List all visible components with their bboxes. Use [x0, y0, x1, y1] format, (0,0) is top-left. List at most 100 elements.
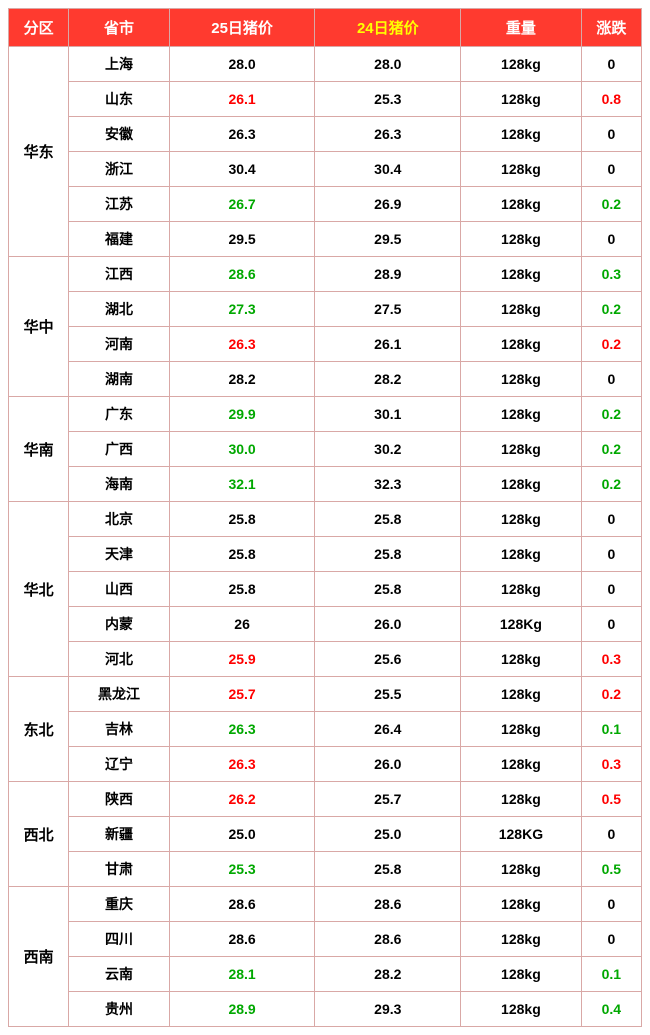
change-cell: 0: [581, 572, 641, 607]
change-cell: 0.2: [581, 187, 641, 222]
table-row: 四川28.628.6128kg0: [9, 922, 642, 957]
change-cell: 0.1: [581, 712, 641, 747]
change-cell: 0.2: [581, 467, 641, 502]
price25-cell: 28.1: [169, 957, 315, 992]
change-cell: 0.3: [581, 257, 641, 292]
change-cell: 0.8: [581, 82, 641, 117]
province-cell: 浙江: [69, 152, 169, 187]
weight-cell: 128kg: [461, 362, 582, 397]
change-cell: 0: [581, 362, 641, 397]
price25-cell: 25.7: [169, 677, 315, 712]
price24-cell: 32.3: [315, 467, 461, 502]
price24-cell: 26.3: [315, 117, 461, 152]
change-cell: 0: [581, 47, 641, 82]
price25-cell: 27.3: [169, 292, 315, 327]
weight-cell: 128kg: [461, 677, 582, 712]
weight-cell: 128kg: [461, 782, 582, 817]
weight-cell: 128Kg: [461, 607, 582, 642]
weight-cell: 128kg: [461, 712, 582, 747]
table-row: 湖北27.327.5128kg0.2: [9, 292, 642, 327]
price25-cell: 26.3: [169, 117, 315, 152]
weight-cell: 128kg: [461, 502, 582, 537]
province-cell: 辽宁: [69, 747, 169, 782]
weight-cell: 128KG: [461, 817, 582, 852]
price25-cell: 25.8: [169, 502, 315, 537]
region-cell: 东北: [9, 677, 69, 782]
province-cell: 河南: [69, 327, 169, 362]
province-cell: 云南: [69, 957, 169, 992]
weight-cell: 128kg: [461, 222, 582, 257]
province-cell: 海南: [69, 467, 169, 502]
price24-cell: 25.8: [315, 502, 461, 537]
table-body: 华东上海28.028.0128kg0山东26.125.3128kg0.8安徽26…: [9, 47, 642, 1027]
price24-cell: 28.9: [315, 257, 461, 292]
price25-cell: 25.8: [169, 572, 315, 607]
province-cell: 山西: [69, 572, 169, 607]
table-header: 分区 省市 25日猪价 24日猪价 重量 涨跌: [9, 9, 642, 47]
price24-cell: 26.0: [315, 607, 461, 642]
weight-cell: 128kg: [461, 922, 582, 957]
weight-cell: 128kg: [461, 397, 582, 432]
table-row: 新疆25.025.0128KG0: [9, 817, 642, 852]
table-row: 安徽26.326.3128kg0: [9, 117, 642, 152]
price25-cell: 29.9: [169, 397, 315, 432]
province-cell: 江西: [69, 257, 169, 292]
price25-cell: 28.6: [169, 257, 315, 292]
province-cell: 甘肃: [69, 852, 169, 887]
price25-cell: 28.2: [169, 362, 315, 397]
region-cell: 西南: [9, 887, 69, 1027]
table-row: 华北北京25.825.8128kg0: [9, 502, 642, 537]
table-row: 华东上海28.028.0128kg0: [9, 47, 642, 82]
table-row: 辽宁26.326.0128kg0.3: [9, 747, 642, 782]
price25-cell: 29.5: [169, 222, 315, 257]
col-change: 涨跌: [581, 9, 641, 47]
change-cell: 0: [581, 152, 641, 187]
weight-cell: 128kg: [461, 47, 582, 82]
region-cell: 华东: [9, 47, 69, 257]
table-row: 西北陕西26.225.7128kg0.5: [9, 782, 642, 817]
table-row: 华中江西28.628.9128kg0.3: [9, 257, 642, 292]
province-cell: 贵州: [69, 992, 169, 1027]
price25-cell: 25.8: [169, 537, 315, 572]
province-cell: 广东: [69, 397, 169, 432]
change-cell: 0: [581, 222, 641, 257]
change-cell: 0.2: [581, 292, 641, 327]
change-cell: 0.3: [581, 642, 641, 677]
weight-cell: 128kg: [461, 117, 582, 152]
change-cell: 0: [581, 887, 641, 922]
change-cell: 0.2: [581, 397, 641, 432]
table-row: 江苏26.726.9128kg0.2: [9, 187, 642, 222]
table-row: 山东26.125.3128kg0.8: [9, 82, 642, 117]
price24-cell: 28.6: [315, 922, 461, 957]
province-cell: 山东: [69, 82, 169, 117]
province-cell: 上海: [69, 47, 169, 82]
price24-cell: 25.7: [315, 782, 461, 817]
table-row: 华南广东29.930.1128kg0.2: [9, 397, 642, 432]
price24-cell: 26.0: [315, 747, 461, 782]
province-cell: 河北: [69, 642, 169, 677]
province-cell: 湖北: [69, 292, 169, 327]
table-row: 山西25.825.8128kg0: [9, 572, 642, 607]
weight-cell: 128kg: [461, 887, 582, 922]
price25-cell: 28.6: [169, 887, 315, 922]
province-cell: 天津: [69, 537, 169, 572]
price25-cell: 26.1: [169, 82, 315, 117]
province-cell: 新疆: [69, 817, 169, 852]
table-row: 福建29.529.5128kg0: [9, 222, 642, 257]
weight-cell: 128kg: [461, 572, 582, 607]
province-cell: 江苏: [69, 187, 169, 222]
weight-cell: 128kg: [461, 82, 582, 117]
price24-cell: 25.8: [315, 572, 461, 607]
price24-cell: 25.8: [315, 852, 461, 887]
change-cell: 0.2: [581, 327, 641, 362]
province-cell: 北京: [69, 502, 169, 537]
price25-cell: 25.0: [169, 817, 315, 852]
price24-cell: 29.3: [315, 992, 461, 1027]
table-row: 广西30.030.2128kg0.2: [9, 432, 642, 467]
price25-cell: 28.6: [169, 922, 315, 957]
province-cell: 黑龙江: [69, 677, 169, 712]
table-row: 西南重庆28.628.6128kg0: [9, 887, 642, 922]
change-cell: 0.3: [581, 747, 641, 782]
change-cell: 0: [581, 607, 641, 642]
province-cell: 吉林: [69, 712, 169, 747]
